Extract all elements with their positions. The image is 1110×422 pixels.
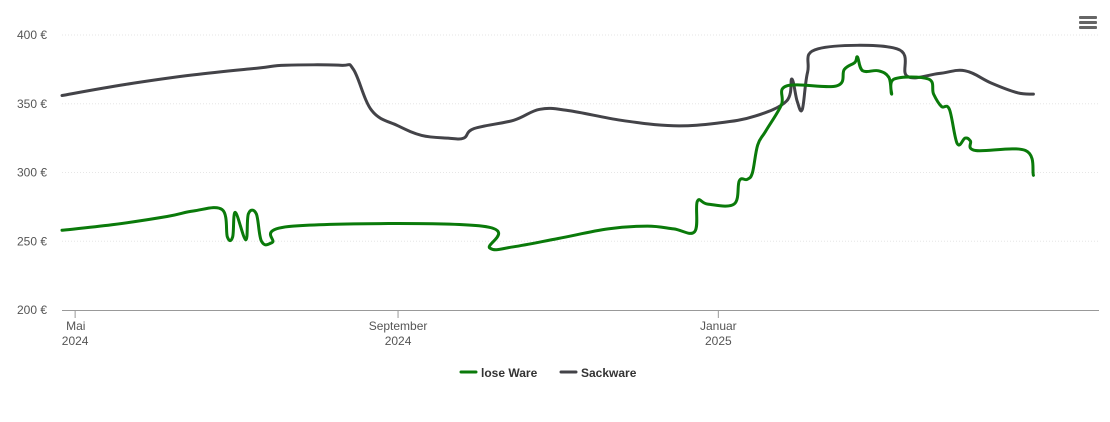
y-tick-label: 350 € [17,97,47,111]
legend-label: Sackware [581,366,637,380]
x-tick-label-year: 2024 [62,334,89,348]
x-tick-label-year: 2025 [705,334,732,348]
y-gridlines [62,34,1099,242]
legend: lose Ware Sackware [459,366,637,380]
x-tick-label-year: 2024 [385,334,412,348]
x-tick-label-month: September [369,319,428,333]
legend-label: lose Ware [481,366,538,380]
x-tick-label-month: Mai [66,319,85,333]
series-line-sackware[interactable] [60,43,1035,141]
plot-series [60,43,1035,252]
series-line-lose-ware[interactable] [60,55,1035,252]
hamburger-menu-icon[interactable] [1076,12,1100,34]
legend-item-lose-ware[interactable]: lose Ware [459,366,538,380]
y-axis-labels: 200 € 250 € 300 € 350 € 400 € [17,28,47,317]
y-tick-label: 200 € [17,303,47,317]
y-tick-label: 300 € [17,166,47,180]
y-tick-label: 250 € [17,234,47,248]
legend-item-sackware[interactable]: Sackware [559,366,637,380]
x-tick-label-month: Januar [700,319,737,333]
y-tick-label: 400 € [17,28,47,42]
